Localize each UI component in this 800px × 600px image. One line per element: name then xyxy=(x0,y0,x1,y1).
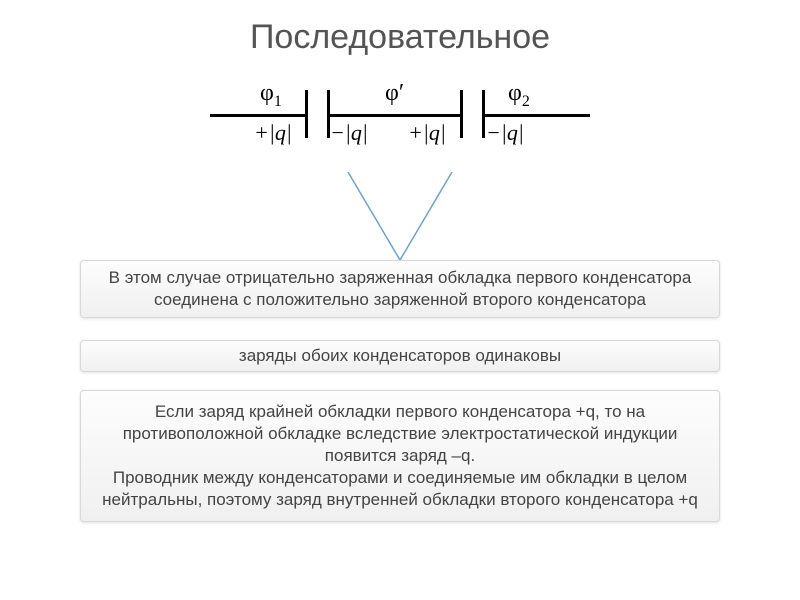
circuit-diagram: φ1 φ′ φ2 +|q| −|q| +|q| −|q| xyxy=(0,62,800,177)
info-box-3: Если заряд крайней обкладки первого конд… xyxy=(80,390,720,522)
title-line1: Последовательное xyxy=(250,18,550,56)
q-c2-right: −|q| xyxy=(486,120,524,146)
q-c1-right: −|q| xyxy=(330,120,368,146)
q-c1-left: +|q| xyxy=(254,120,292,146)
info-box-3-text: Если заряд крайней обкладки первого конд… xyxy=(102,402,698,509)
phi-2: φ2 xyxy=(508,80,530,111)
info-box-2: заряды обоих конденсаторов одинаковы xyxy=(80,340,720,372)
info-box-1: В этом случае отрицательно заряженная об… xyxy=(80,260,720,318)
connector-lines xyxy=(0,172,800,262)
q-c2-left: +|q| xyxy=(408,120,446,146)
phi-mid: φ′ xyxy=(385,80,404,107)
info-box-1-text: В этом случае отрицательно заряженная об… xyxy=(109,268,692,309)
phi-1: φ1 xyxy=(260,80,282,111)
info-box-2-text: заряды обоих конденсаторов одинаковы xyxy=(239,346,561,365)
